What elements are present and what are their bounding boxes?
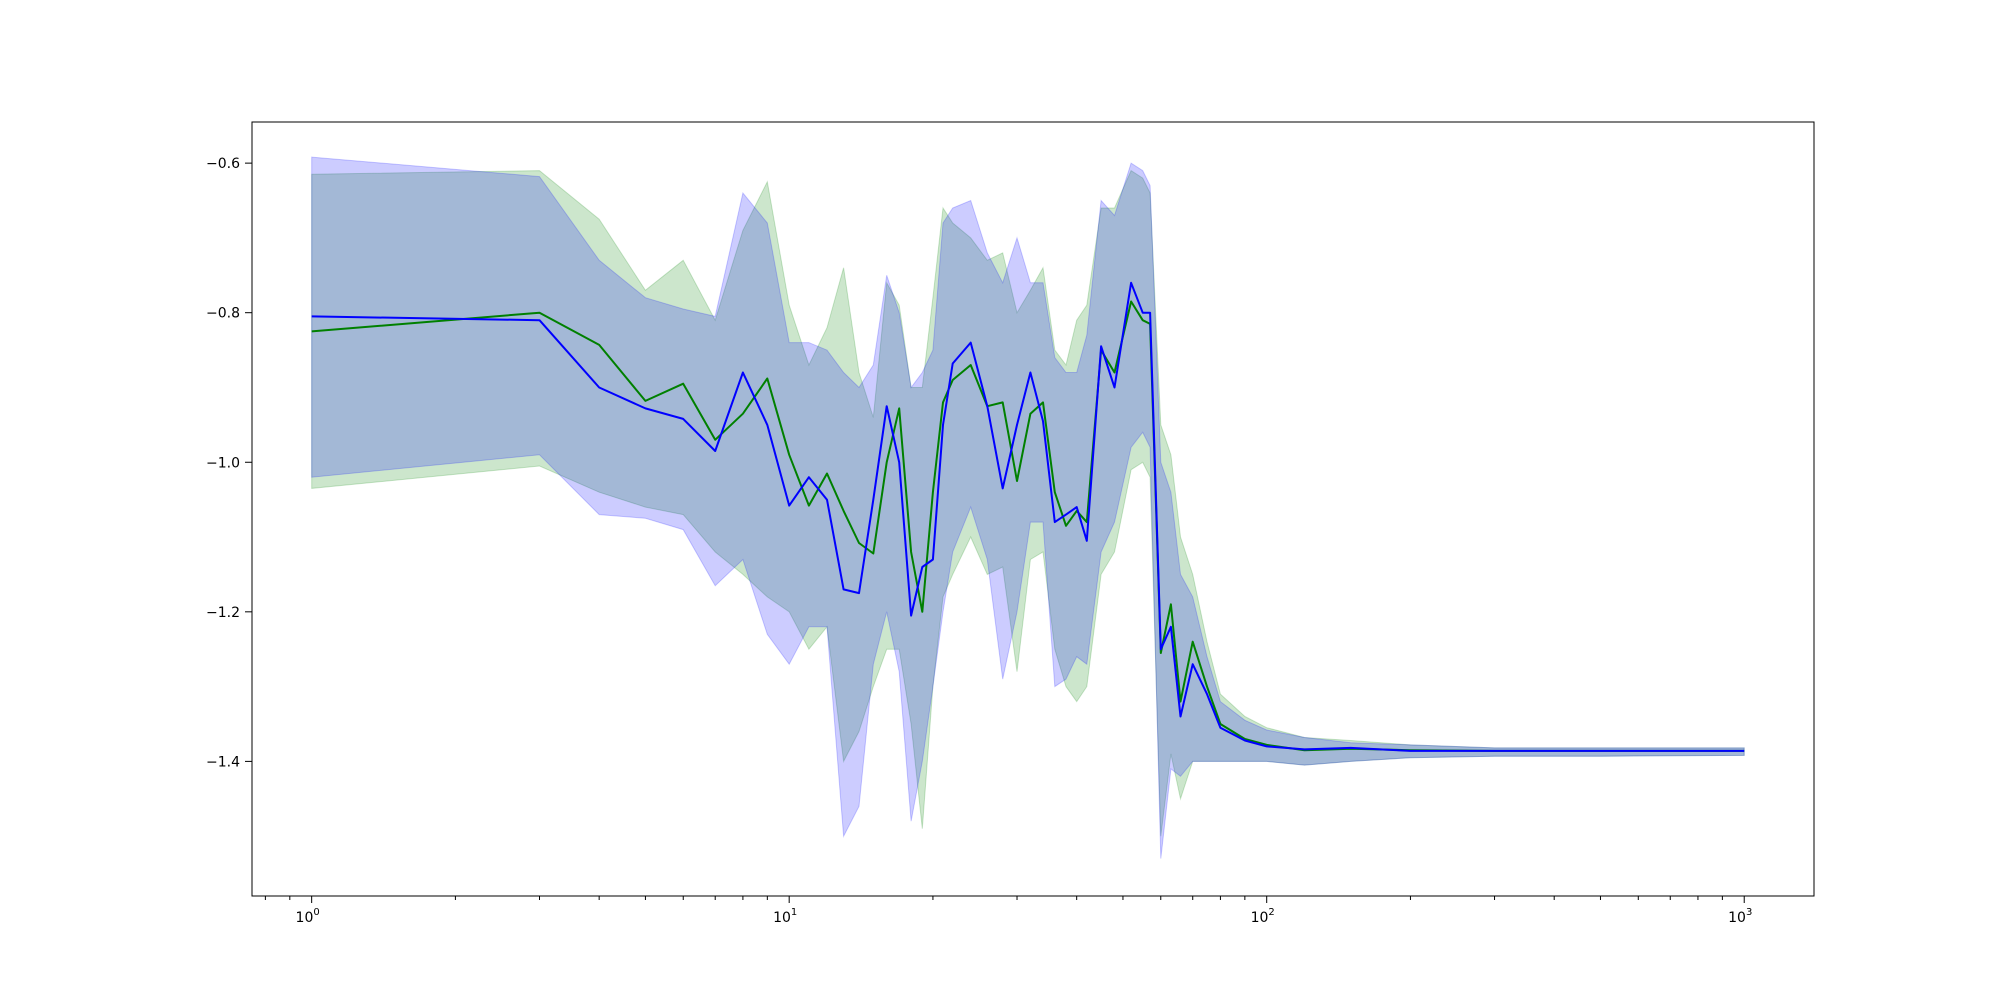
y-tick-label: −0.8 <box>206 306 240 322</box>
x-tick-label: 102 <box>1251 907 1275 926</box>
y-axis-ticks: −0.6 −0.8 −1.0 −1.2 −1.4 <box>206 156 252 770</box>
band-series-2 <box>312 157 1745 859</box>
x-tick-label: 101 <box>773 907 797 926</box>
y-tick-label: −1.4 <box>206 754 240 770</box>
x-tick-label: 103 <box>1728 907 1752 926</box>
x-axis-ticks: 100 101 102 103 <box>265 896 1752 926</box>
x-tick-label: 100 <box>296 907 320 926</box>
y-tick-label: −1.2 <box>206 605 240 621</box>
confidence-bands <box>312 157 1745 859</box>
y-tick-label: −1.0 <box>206 455 240 471</box>
y-tick-label: −0.6 <box>206 156 240 172</box>
